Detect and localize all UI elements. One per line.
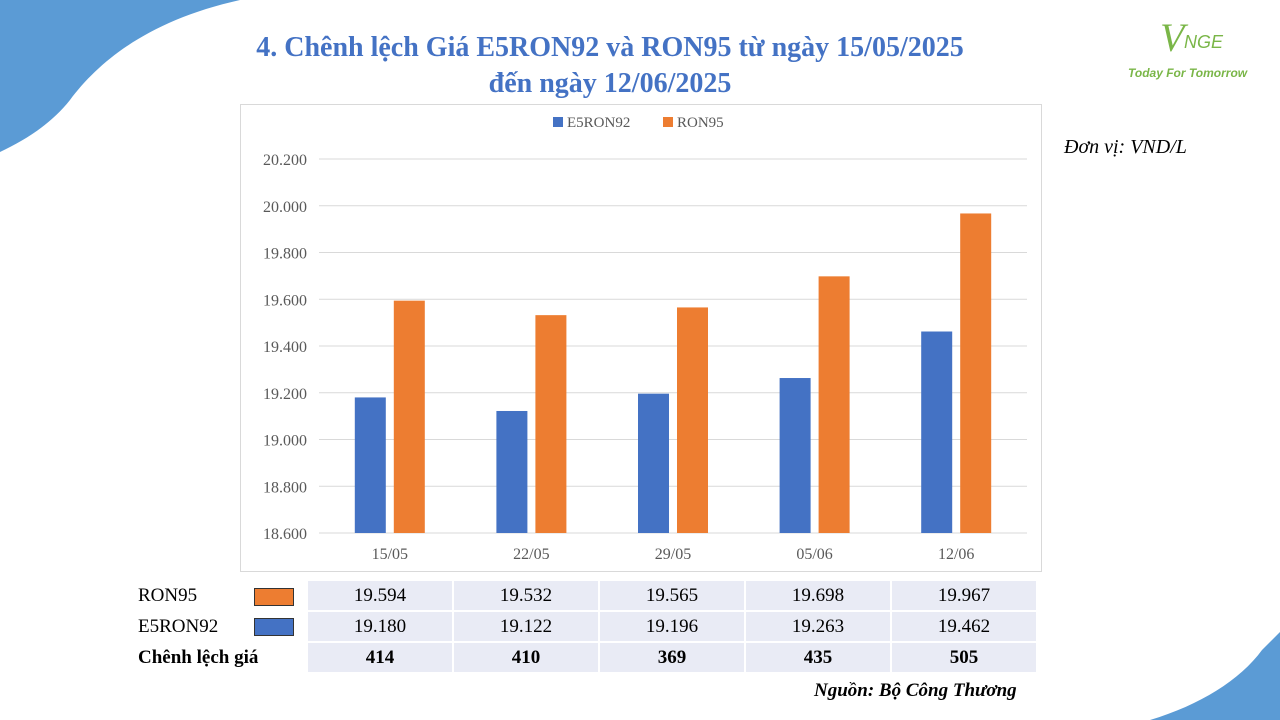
row-label-e5ron92: E5RON92 [136, 611, 306, 642]
table-cell: 19.180 [306, 611, 453, 643]
table-cell: 19.565 [598, 581, 745, 612]
y-tick-label: 19.000 [263, 433, 307, 450]
row-label-ron95: RON95 [136, 581, 306, 611]
legend-swatch-ron95 [663, 117, 673, 127]
page-title-line-2: đến ngày 12/06/2025 [488, 68, 732, 99]
unit-label: Đơn vị: VND/L [1064, 136, 1187, 158]
table-cell: 369 [598, 642, 745, 674]
y-tick-label: 19.600 [263, 292, 307, 309]
row-label-text: RON95 [138, 585, 198, 606]
legend-label-ron95: RON95 [677, 115, 724, 131]
bar-e5ron92 [779, 378, 811, 533]
bar-ron95 [535, 315, 567, 533]
table-row-e5ron92: E5RON92 19.180 19.122 19.196 19.263 19.4… [136, 611, 1036, 643]
table-cell: 19.698 [744, 581, 891, 612]
table-cell: 505 [890, 642, 1036, 674]
bar-ron95 [818, 276, 850, 533]
bar-chart: 18.600 18.800 19.000 19.200 19.400 19.600 19.8… [263, 115, 1027, 563]
swatch-cell [254, 581, 307, 611]
table-row-ron95: RON95 19.594 19.532 19.565 19.698 19.967 [136, 581, 1036, 612]
vnge-logo: V NGE Today For Tomorrow [1120, 14, 1270, 94]
table-cell: 19.196 [598, 611, 745, 643]
row-label-text: Chênh lệch giá [138, 646, 259, 668]
x-tick-label: 22/05 [513, 546, 549, 563]
page-title: 4. Chênh lệch Giá E5RON92 và RON95 từ ng… [150, 30, 1070, 102]
x-tick-label: 12/06 [938, 546, 974, 563]
x-tick-label: 29/05 [655, 546, 691, 563]
logo-mark: V [1160, 15, 1185, 60]
bar-ron95 [960, 213, 992, 533]
bottom-right-wave [1150, 632, 1280, 720]
y-tick-label: 18.800 [263, 479, 307, 496]
row-label-difference: Chênh lệch giá [136, 642, 306, 673]
bar-ron95 [393, 300, 425, 533]
x-tick-label: 15/05 [372, 546, 408, 563]
table-cell: 19.967 [890, 581, 1036, 612]
y-tick-label: 19.200 [263, 386, 307, 403]
y-tick-label: 19.800 [263, 246, 307, 263]
legend-label-e5ron92: E5RON92 [567, 115, 630, 131]
bar-e5ron92 [496, 410, 528, 533]
table-cell: 410 [452, 642, 599, 674]
top-left-wave [0, 0, 240, 152]
y-tick-label: 20.000 [263, 199, 307, 216]
table-cell: 19.594 [306, 581, 453, 612]
swatch-cell [254, 611, 307, 642]
y-tick-label: 19.400 [263, 339, 307, 356]
ron95-swatch [254, 587, 294, 606]
e5ron92-swatch [254, 618, 294, 637]
logo-tagline: Today For Tomorrow [1128, 66, 1248, 80]
table-cell: 414 [306, 642, 453, 674]
bar-e5ron92 [354, 397, 386, 533]
y-tick-label: 20.200 [263, 152, 307, 169]
table-cell: 19.122 [452, 611, 599, 643]
table-cell: 19.263 [744, 611, 891, 643]
row-label-text: E5RON92 [138, 615, 219, 637]
logo-mark-rest: NGE [1184, 32, 1224, 52]
price-table: RON95 19.594 19.532 19.565 19.698 19.967… [136, 581, 1036, 674]
legend-swatch-e5ron92 [553, 117, 563, 127]
bar-e5ron92 [921, 331, 953, 533]
table-cell: 19.462 [890, 611, 1036, 643]
y-tick-label: 18.600 [263, 526, 307, 543]
bar-ron95 [677, 307, 708, 533]
table-row-difference: Chênh lệch giá 414 410 369 435 505 [136, 642, 1036, 674]
bar-e5ron92 [638, 393, 669, 533]
table-cell: 19.532 [452, 581, 599, 612]
source-note: Nguồn: Bộ Công Thương [814, 680, 1017, 701]
table-cell: 435 [744, 642, 891, 674]
x-tick-label: 05/06 [796, 546, 832, 563]
page-title-line-1: 4. Chênh lệch Giá E5RON92 và RON95 từ ng… [256, 32, 964, 63]
chart-area: 18.600 18.800 19.000 19.200 19.400 19.600 19.8… [240, 104, 1042, 572]
